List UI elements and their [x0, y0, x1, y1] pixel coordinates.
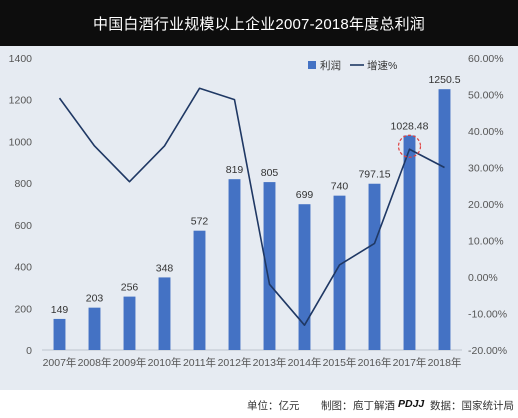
legend-bar-label: 利润	[320, 59, 341, 72]
x-tick-label: 2009年	[113, 356, 147, 369]
bar-value-label: 572	[191, 216, 209, 228]
x-tick-label: 2011年	[183, 356, 216, 369]
credit-prefix: 制图：	[321, 400, 353, 412]
x-tick-label: 2013年	[253, 356, 287, 369]
bar-value-label: 1250.5	[428, 74, 460, 86]
bar-2007年	[53, 318, 66, 350]
credit-logo: PDJJ	[398, 398, 425, 410]
bar-2013年	[263, 182, 276, 350]
bar-value-label: 805	[261, 167, 279, 179]
growth-line	[58, 87, 445, 326]
bar-2009年	[123, 296, 136, 350]
x-tick-label: 2017年	[393, 356, 427, 369]
y-left-tick-label: 1200	[9, 95, 33, 107]
x-tick-label: 2010年	[148, 356, 182, 369]
y-left-tick-label: 200	[14, 303, 32, 315]
bar-2017年	[403, 135, 416, 350]
source-note: 数据：国家统计局	[430, 400, 514, 412]
y-right-tick-label: 60.00%	[468, 53, 504, 65]
bar-2018年	[438, 89, 451, 350]
x-tick-label: 2012年	[218, 356, 252, 369]
bar-2012年	[228, 179, 241, 350]
bar-value-label: 740	[331, 181, 349, 193]
y-left-tick-label: 1000	[9, 136, 33, 148]
title-bar: 中国白酒行业规模以上企业2007-2018年度总利润	[0, 0, 518, 46]
y-right-tick-label: 40.00%	[468, 126, 504, 138]
bar-2011年	[193, 230, 206, 350]
y-left-tick-label: 400	[14, 262, 32, 274]
bar-2008年	[88, 307, 101, 350]
y-right-tick-label: -10.00%	[468, 309, 507, 321]
plot-panel: 0 200 400 600 800 1000 1200 1400 -20.00% -10.00% 0…	[0, 46, 518, 390]
legend-line-label: 增速%	[367, 59, 397, 72]
x-tick-label: 2014年	[288, 356, 322, 369]
bar-value-label: 1028.48	[391, 120, 429, 132]
credit-name: 庖丁解酒	[353, 400, 395, 412]
bar-value-label: 348	[156, 262, 174, 274]
y-left-tick-label: 600	[14, 220, 32, 232]
bar-value-label: 699	[296, 189, 314, 201]
bar-value-label: 149	[51, 304, 69, 316]
footer: 单位：亿元 制图： 庖丁解酒 PDJJ 数据：国家统计局	[0, 390, 518, 418]
unit-note: 单位：亿元	[247, 400, 300, 412]
chart-title: 中国白酒行业规模以上企业2007-2018年度总利润	[93, 15, 425, 33]
x-tick-label: 2008年	[78, 356, 112, 369]
x-tick-label: 2007年	[43, 356, 77, 369]
bar-value-label: 256	[121, 282, 139, 294]
bar-2015年	[333, 195, 346, 350]
y-right-tick-label: 30.00%	[468, 163, 504, 175]
y-right-tick-label: 10.00%	[468, 236, 504, 248]
bar-2016年	[368, 183, 381, 350]
bar-value-label: 203	[86, 293, 104, 305]
y-right-tick-label: -20.00%	[468, 345, 507, 357]
y-left-tick-label: 1400	[9, 53, 33, 65]
combo-chart: 0 200 400 600 800 1000 1200 1400 -20.00% -10.00% 0…	[9, 53, 507, 369]
bar-value-label: 797.15	[358, 169, 390, 181]
legend-bar-swatch	[308, 61, 316, 69]
y-right-tick-label: 20.00%	[468, 199, 504, 211]
y-right-tick-label: 50.00%	[468, 90, 504, 102]
x-tick-label: 2018年	[428, 356, 462, 369]
y-left-tick-label: 800	[14, 178, 32, 190]
x-tick-label: 2016年	[358, 356, 392, 369]
bar-value-label: 819	[226, 164, 244, 176]
bar-2014年	[298, 204, 311, 350]
y-left-tick-label: 0	[26, 345, 32, 357]
bar-2010年	[158, 277, 171, 350]
highlight-circle	[397, 134, 422, 158]
y-right-tick-label: 0.00%	[468, 272, 498, 284]
x-tick-label: 2015年	[323, 356, 357, 369]
